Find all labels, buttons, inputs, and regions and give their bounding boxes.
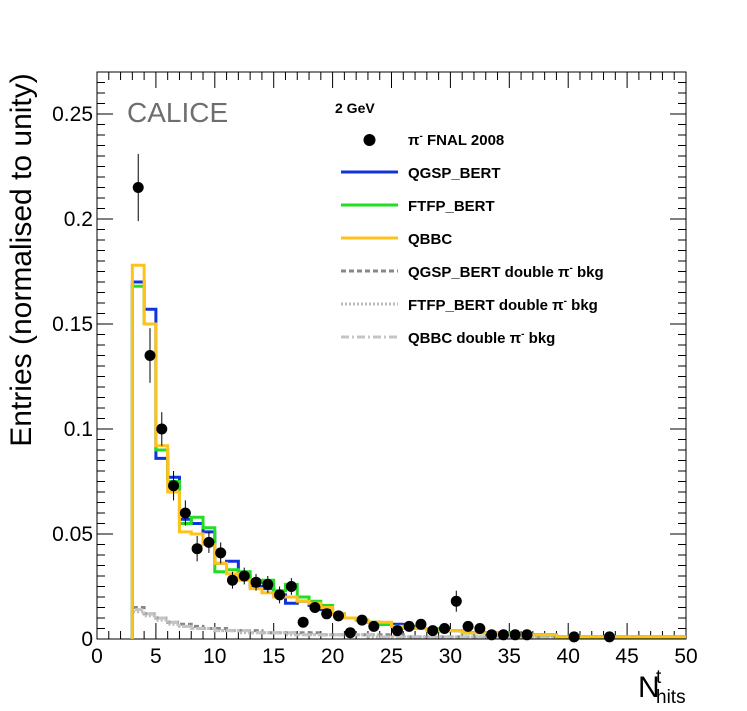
x-tick-label: 5	[150, 645, 162, 668]
data-point	[344, 627, 356, 639]
legend-label: π- FNAL 2008	[408, 131, 504, 149]
data-point	[168, 480, 180, 492]
data-point	[132, 182, 144, 193]
legend-entry: FTFP_BERT double π- bkg	[341, 296, 598, 314]
y-tick-label: 0.25	[52, 103, 93, 126]
x-tick-label: 25	[380, 645, 403, 668]
x-tick-label: 15	[262, 645, 285, 668]
x-axis-title-main: N	[638, 671, 660, 704]
x-tick-label: 0	[91, 645, 103, 668]
data-point	[474, 623, 486, 634]
data-point	[439, 623, 451, 634]
y-tick-label: 0.1	[64, 418, 93, 441]
legend-entry: QGSP_BERT double π- bkg	[341, 263, 604, 281]
legend-entry: π- FNAL 2008	[363, 131, 504, 149]
data-point	[215, 547, 227, 559]
x-axis-title-sup: t	[656, 667, 662, 688]
energy-label: 2 GeV	[335, 100, 375, 116]
x-axis-title-sub: hits	[656, 687, 686, 708]
data-point	[427, 625, 439, 637]
data-point	[203, 536, 215, 548]
data-point	[262, 578, 274, 590]
series-qbbc	[130, 263, 686, 639]
data-point	[297, 616, 309, 628]
y-axis-title: Entries (normalised to unity)	[5, 73, 38, 446]
data-point	[144, 350, 156, 361]
data-point	[568, 631, 580, 643]
legend: π- FNAL 2008 QGSP_BERT FTFP_BERT QBBC QGSP_B…	[341, 131, 604, 347]
data-point	[226, 574, 238, 586]
legend-label: QBBC double π- bkg	[408, 329, 555, 347]
data-point	[486, 629, 498, 641]
legend-label: FTFP_BERT	[408, 198, 495, 215]
data-point	[403, 620, 415, 632]
data-point	[321, 608, 333, 620]
data-point	[450, 595, 462, 607]
x-tick-label: 45	[615, 645, 638, 668]
data-point	[309, 602, 321, 613]
x-tick-label: 50	[674, 645, 697, 668]
x-tick-label: 10	[203, 645, 226, 668]
x-tick-labels: 0 5 10 15 20 25 30 35 40 45 50	[91, 645, 698, 668]
y-tick-label: 0.05	[52, 523, 93, 546]
watermark-label: CALICE	[127, 97, 228, 128]
data-point	[191, 543, 203, 555]
legend-entry: QBBC double π- bkg	[341, 329, 555, 347]
data-point	[497, 629, 509, 641]
y-tick-labels: 0 0.05 0.1 0.15 0.2 0.25	[52, 103, 93, 651]
y-tick-label: 0.15	[52, 313, 93, 336]
legend-label: QGSP_BERT	[408, 165, 501, 182]
data-point	[356, 614, 368, 626]
data-point	[521, 629, 533, 641]
legend-label: QBBC	[408, 231, 452, 248]
plot-frame	[96, 71, 687, 640]
axis-ticks	[96, 71, 687, 640]
data-point	[179, 507, 191, 519]
data-point	[285, 581, 297, 592]
data-point	[238, 570, 250, 582]
y-tick-label: 0	[81, 628, 93, 651]
data-point	[332, 610, 344, 622]
y-tick-label: 0.2	[64, 208, 93, 231]
legend-entry: FTFP_BERT	[341, 198, 495, 215]
svg-text:hits: hits	[656, 687, 686, 708]
x-axis-title: N t hits	[638, 667, 686, 708]
x-tick-label: 30	[439, 645, 462, 668]
data-point	[250, 576, 262, 588]
data-point	[603, 631, 615, 643]
data-point	[391, 625, 403, 637]
legend-label: QGSP_BERT double π- bkg	[408, 263, 604, 281]
legend-entry: QBBC	[341, 231, 452, 248]
data-point	[462, 620, 474, 632]
data-points-layer	[132, 153, 615, 643]
data-point	[368, 620, 380, 632]
x-tick-label: 40	[557, 645, 580, 668]
x-tick-label: 20	[321, 645, 344, 668]
legend-entry: QGSP_BERT	[341, 165, 501, 182]
data-point	[509, 629, 521, 641]
data-point	[415, 618, 427, 630]
legend-label: FTFP_BERT double π- bkg	[408, 296, 598, 314]
series-layer	[130, 263, 686, 639]
data-point	[274, 589, 286, 601]
x-tick-label: 35	[498, 645, 521, 668]
legend-marker-point	[363, 134, 376, 146]
svg-text:N: N	[638, 671, 660, 704]
data-point	[156, 423, 168, 435]
svg-text:t: t	[656, 667, 662, 688]
